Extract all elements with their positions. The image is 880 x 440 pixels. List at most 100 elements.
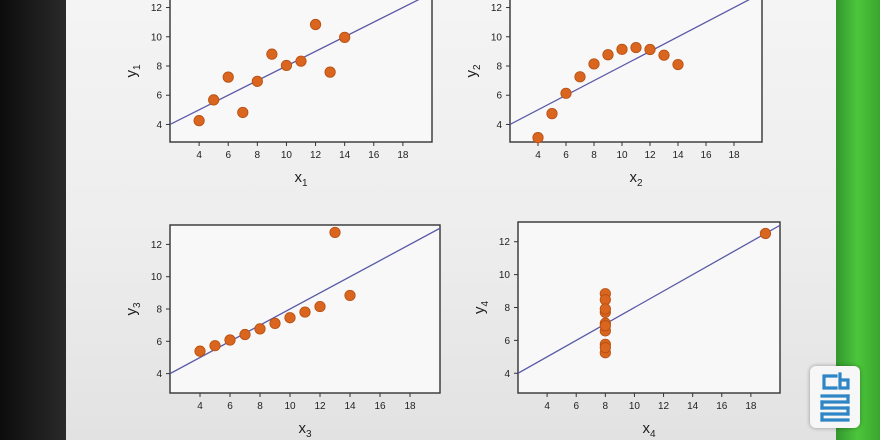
data-point xyxy=(630,41,642,54)
x-tick-label: 10 xyxy=(284,401,296,412)
x-tick-label: 16 xyxy=(716,401,728,412)
x-tick-label: 12 xyxy=(658,401,670,412)
y-tick-label: 8 xyxy=(504,303,510,314)
x-tick-label: 6 xyxy=(563,150,569,161)
data-point xyxy=(295,55,307,67)
x-axis-label-main: x xyxy=(642,420,650,437)
y-axis-label-main: y xyxy=(123,308,140,316)
data-point xyxy=(344,289,356,302)
x-tick-label: 14 xyxy=(344,401,356,412)
y-tick-label: 6 xyxy=(504,336,510,347)
y-tick-label: 6 xyxy=(156,337,162,348)
x-tick-label: 12 xyxy=(314,401,326,412)
y-axis-label: y1 xyxy=(123,64,143,78)
x-tick-label: 4 xyxy=(544,401,550,412)
y-tick-label: 12 xyxy=(499,237,511,248)
y-tick-label: 6 xyxy=(496,91,502,102)
x-axis-label-main: x xyxy=(294,169,302,186)
y-tick-label: 10 xyxy=(499,270,511,281)
data-point xyxy=(239,328,251,341)
data-point xyxy=(339,31,351,43)
data-point xyxy=(329,226,341,239)
y-tick-label: 12 xyxy=(491,3,503,14)
data-point xyxy=(759,227,772,240)
y-axis-label-main: y xyxy=(463,70,480,78)
y-axis-label-subscript: 2 xyxy=(472,64,483,70)
x-tick-label: 16 xyxy=(374,401,386,412)
x-axis-label-main: x xyxy=(298,420,306,437)
y-tick-label: 10 xyxy=(151,32,163,43)
data-point xyxy=(314,300,326,313)
x-axis-label-subscript: 1 xyxy=(302,178,308,189)
y-axis-label-subscript: 1 xyxy=(132,64,143,70)
x-axis-label: x3 xyxy=(298,420,312,440)
y-axis-label-main: y xyxy=(123,70,140,78)
data-point xyxy=(237,106,249,119)
data-point xyxy=(209,340,221,352)
data-point xyxy=(599,342,611,354)
regression-line xyxy=(518,224,780,374)
data-point xyxy=(299,306,311,318)
cb-logo-icon xyxy=(820,372,850,422)
cb-logo xyxy=(810,366,860,428)
data-point xyxy=(193,115,205,127)
plot-frame xyxy=(169,0,433,143)
data-point xyxy=(194,345,206,357)
data-point xyxy=(599,320,611,332)
x-tick-label: 16 xyxy=(700,150,712,161)
data-point xyxy=(574,71,586,83)
y-tick-label: 4 xyxy=(496,120,502,131)
x-tick-label: 18 xyxy=(745,401,757,412)
data-point xyxy=(222,71,234,83)
x-tick-label: 10 xyxy=(616,150,628,161)
x-axis-label-subscript: 3 xyxy=(306,429,312,440)
x-tick-label: 16 xyxy=(368,150,380,161)
y-tick-label: 12 xyxy=(151,3,163,14)
x-tick-label: 14 xyxy=(339,150,351,161)
x-tick-label: 8 xyxy=(255,150,261,161)
data-point xyxy=(251,75,263,87)
y-tick-label: 4 xyxy=(156,120,162,131)
x-axis-label: x1 xyxy=(294,169,308,189)
x-tick-label: 6 xyxy=(227,401,233,412)
x-tick-label: 8 xyxy=(603,401,609,412)
background-left xyxy=(0,0,66,440)
data-point xyxy=(658,49,670,61)
x-tick-label: 18 xyxy=(397,150,409,161)
x-tick-label: 4 xyxy=(535,150,541,161)
y-tick-label: 10 xyxy=(491,32,503,43)
x-axis-label-main: x xyxy=(629,169,637,186)
data-point xyxy=(208,94,220,106)
data-point xyxy=(546,108,558,120)
data-point xyxy=(602,49,614,61)
y-axis-label: y2 xyxy=(463,64,483,78)
x-tick-label: 18 xyxy=(404,401,416,412)
data-point xyxy=(599,303,611,315)
y-tick-label: 4 xyxy=(156,369,162,380)
data-point xyxy=(532,132,544,144)
y-tick-label: 8 xyxy=(156,62,162,73)
x-tick-label: 10 xyxy=(281,150,293,161)
x-tick-label: 8 xyxy=(257,401,263,412)
y-tick-label: 4 xyxy=(504,369,510,380)
data-point xyxy=(616,43,628,55)
data-point xyxy=(224,334,236,346)
data-point xyxy=(324,66,336,78)
y-axis-label: y4 xyxy=(471,301,491,315)
x-axis-label: x2 xyxy=(629,169,643,189)
x-tick-label: 10 xyxy=(629,401,641,412)
data-point xyxy=(284,312,296,324)
data-point xyxy=(269,317,281,329)
y-tick-label: 6 xyxy=(156,91,162,102)
data-point xyxy=(266,48,278,60)
y-tick-label: 8 xyxy=(156,305,162,316)
y-tick-label: 8 xyxy=(496,62,502,73)
y-tick-label: 12 xyxy=(151,240,163,251)
data-point xyxy=(560,87,572,99)
y-axis-label-subscript: 4 xyxy=(480,301,491,307)
data-point xyxy=(588,58,600,70)
x-axis-label-subscript: 4 xyxy=(650,429,656,440)
